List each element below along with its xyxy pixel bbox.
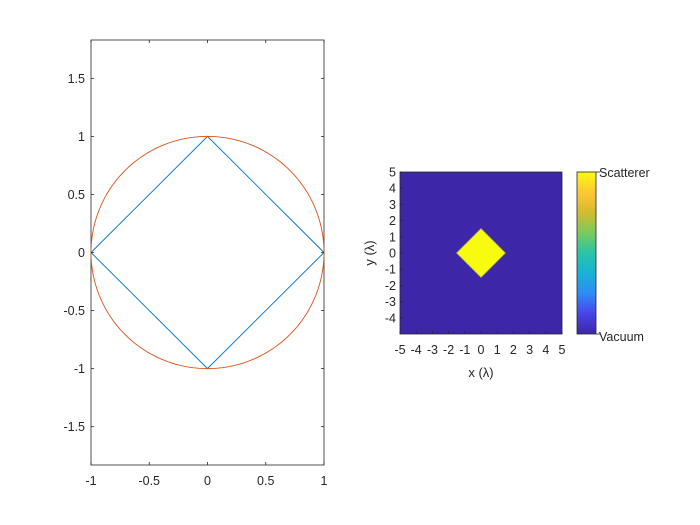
heatmap-y-tick-label: -1 [385,263,396,277]
heatmap-y-tick-label: -4 [385,311,396,325]
heatmap-x-tick-label: -5 [394,343,405,357]
left-x-tick-label: -1 [85,474,96,488]
heatmap-y-tick-label: -3 [385,295,396,309]
heatmap-x-tick-label: 0 [478,343,485,357]
left-y-tick-label: 1.5 [68,72,85,86]
heatmap-y-tick-label: -2 [385,279,396,293]
heatmap-y-tick-label: 0 [389,247,396,261]
left-x-tick-label: 1 [321,474,328,488]
left-y-tick-label: 1 [78,130,85,144]
left-y-tick-label: 0.5 [68,188,85,202]
colorbar: Scatterer Vacuum [576,166,650,344]
left-plot-frame [90,39,325,466]
left-y-tick-label: -0.5 [63,304,85,318]
colorbar-label-vacuum: Vacuum [599,330,644,344]
heatmap-y-tick-label: 2 [389,214,396,228]
heatmap-x-axis-label: x (λ) [468,365,493,380]
left-tick-group: -1 -0.5 0 0.5 1 -1.5 -1 -0.5 0 0.5 1 1.5 [63,40,328,488]
heatmap-y-tick-label: 1 [389,230,396,244]
heatmap-y-tick-label: 3 [389,198,396,212]
heatmap-x-tick-label: -2 [443,343,454,357]
colorbar-gradient [576,171,597,335]
heatmap-y-tick-label: 4 [389,182,396,196]
left-y-tick-label: 0 [78,246,85,260]
left-x-tick-label: 0.5 [257,474,274,488]
heatmap-x-tick-label: 1 [494,343,501,357]
heatmap-y-axis-label: y (λ) [362,240,377,265]
heatmap-x-tick-label: 4 [542,343,549,357]
scatterer-diamond [456,228,506,278]
heatmap-x-tick-label: -4 [411,343,422,357]
left-axes: -1 -0.5 0 0.5 1 -1.5 -1 -0.5 0 0.5 1 1.5 [63,39,328,488]
left-y-tick-label: -1 [74,362,85,376]
heatmap-x-tick-label: 5 [559,343,566,357]
heatmap-x-tick-label: -1 [459,343,470,357]
left-x-tick-label: -0.5 [138,474,160,488]
heatmap-x-tick-label: -3 [427,343,438,357]
heatmap-y-tick-label: 5 [389,166,396,180]
heatmap-x-tick-label: 3 [526,343,533,357]
heatmap-x-tick-label: 2 [510,343,517,357]
left-y-tick-label: -1.5 [63,420,85,434]
colorbar-label-scatterer: Scatterer [599,166,650,180]
left-x-tick-label: 0 [204,474,211,488]
